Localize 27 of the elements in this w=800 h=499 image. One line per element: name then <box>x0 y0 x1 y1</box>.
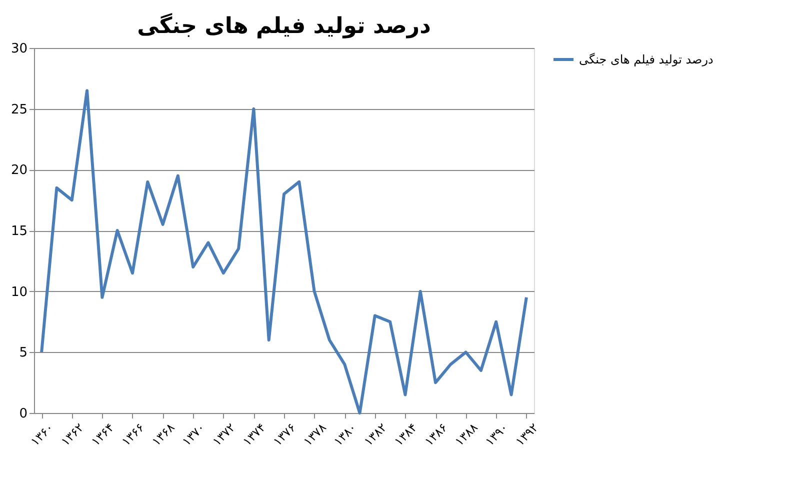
x-tick-label: ۱۳۷۶ <box>270 420 299 449</box>
x-tick-label: ۱۳۷۴ <box>240 420 268 449</box>
x-tick-label: ۱۳۶۸ <box>149 420 178 449</box>
x-tick-label: ۱۳۷۲ <box>210 420 238 449</box>
y-tick-label: 0 <box>19 406 28 422</box>
y-tick-label: 20 <box>10 163 28 178</box>
y-tick-label: 5 <box>19 346 28 361</box>
y-tick-label: 30 <box>10 42 28 56</box>
legend-label: درصد تولید فیلم های جنگی <box>579 52 714 66</box>
x-tick-label: ۱۳۹۰ <box>482 420 511 449</box>
x-tick-label: ۱۳۶۶ <box>118 420 148 449</box>
x-tick-label: ۱۳۸۶ <box>422 420 450 449</box>
y-tick-label: 10 <box>10 284 28 300</box>
line-series <box>40 89 528 414</box>
y-tick-label: 25 <box>10 102 28 118</box>
x-tick-label: ۱۳۸۴ <box>392 420 420 449</box>
x-tick-label: ۱۳۸۸ <box>452 420 481 449</box>
x-tick-label: ۱۳۷۰ <box>180 420 208 449</box>
y-tick-label: 15 <box>10 224 28 239</box>
x-tick-label: ۱۳۷۸ <box>300 420 330 449</box>
x-tick-label: ۱۳۶۴ <box>88 420 117 449</box>
x-tick-label: ۱۳۸۲ <box>361 420 390 449</box>
x-tick-label: ۱۳۶۲ <box>58 420 86 449</box>
x-tick-label: ۱۳۸۰ <box>331 420 360 449</box>
x-tick-label: ۱۳۶۰ <box>28 420 56 449</box>
x-tick-label: ۱۳۹۲ <box>512 420 541 449</box>
chart-title: درصد تولید فیلم های جنگی <box>137 12 431 39</box>
